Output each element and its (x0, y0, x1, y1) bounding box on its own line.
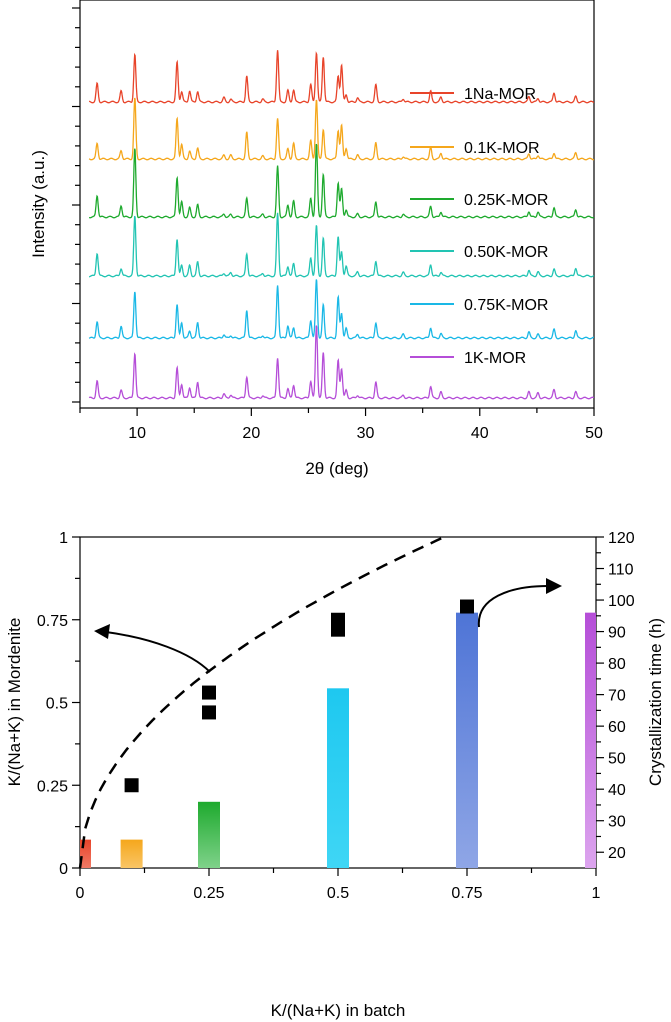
crystallization-time-bars (80, 612, 596, 868)
left-axis-arrow (94, 624, 211, 673)
xrd-panel: 10 20 30 40 50 1Na-MOR 0.1K-MOR 0.25K-MOR 0.50K… (29, 0, 603, 478)
xrd-legend: 1Na-MOR 0.1K-MOR 0.25K-MOR 0.50K-MOR 0.75K-M… (410, 86, 548, 367)
composition-x-axis-label: K/(Na+K) in batch (271, 1001, 406, 1020)
x-tick-label: 0.75 (451, 885, 482, 902)
xrd-y-axis-label: Intensity (a.u.) (29, 150, 48, 258)
legend-label: 1Na-MOR (464, 86, 536, 103)
xrd-x-tick-label: 40 (471, 425, 489, 442)
xrd-trace-1K-MOR (88, 325, 595, 400)
xrd-trace-0.1K-MOR (88, 97, 594, 161)
y2-tick-label: 30 (608, 814, 626, 831)
xrd-x-tick-label: 20 (242, 425, 260, 442)
y2-tick-label: 80 (608, 656, 626, 673)
fit-curve (78, 537, 442, 869)
y-tick-label: 0 (59, 861, 68, 878)
composition-right-y-axis-label: Crystallization time (h) (646, 618, 665, 786)
y2-tick-label: 120 (608, 530, 635, 547)
y2-tick-label: 90 (608, 625, 626, 642)
y-tick-label: 0.25 (37, 778, 68, 795)
y2-tick-label: 20 (608, 845, 626, 862)
y2-tick-label: 40 (608, 782, 626, 799)
composition-x-ticks: 0 0.25 0.5 0.75 1 (76, 868, 601, 902)
y-tick-label: 0.75 (37, 613, 68, 630)
time-bar (585, 612, 596, 868)
xrd-x-tick-label: 10 (128, 425, 146, 442)
x-tick-label: 0 (76, 885, 85, 902)
legend-item-1K-MOR: 1K-MOR (410, 350, 526, 367)
legend-item-0.1K-MOR: 0.1K-MOR (410, 140, 540, 157)
legend-item-0.75K-MOR: 0.75K-MOR (410, 297, 548, 314)
x-tick-label: 1 (592, 885, 601, 902)
xrd-y-ticks (72, 7, 80, 403)
xrd-traces (88, 50, 595, 400)
y-tick-label: 1 (59, 530, 68, 547)
y2-tick-label: 100 (608, 593, 635, 610)
xrd-x-axis-label: 2θ (deg) (305, 459, 368, 478)
data-point (202, 685, 216, 700)
y-tick-label: 0.5 (46, 696, 68, 713)
legend-item-1Na-MOR: 1Na-MOR (410, 86, 536, 103)
time-bar (327, 688, 349, 868)
legend-item-0.50K-MOR: 0.50K-MOR (410, 244, 548, 261)
time-bar (120, 839, 143, 868)
composition-left-y-ticks: 0 0.25 0.5 0.75 1 (37, 530, 80, 878)
y2-tick-label: 70 (608, 688, 626, 705)
data-point (331, 622, 345, 637)
legend-item-0.25K-MOR: 0.25K-MOR (410, 192, 548, 209)
y2-tick-label: 50 (608, 751, 626, 768)
legend-label: 0.25K-MOR (464, 192, 548, 209)
legend-label: 0.50K-MOR (464, 244, 548, 261)
x-tick-label: 0.5 (327, 885, 349, 902)
composition-left-y-axis-label: K/(Na+K) in Mordenite (5, 618, 24, 787)
composition-right-y-ticks: 20 30 40 50 60 70 80 90 100 110 120 (596, 530, 635, 862)
time-bar (198, 801, 220, 868)
data-point (460, 599, 474, 614)
xrd-x-tick-label: 50 (585, 425, 603, 442)
time-bar (456, 612, 478, 868)
y2-tick-label: 110 (608, 562, 634, 579)
mordenite-composition-points (124, 599, 474, 793)
y2-tick-label: 60 (608, 719, 626, 736)
legend-label: 0.75K-MOR (464, 297, 548, 314)
x-tick-label: 0.25 (193, 885, 224, 902)
xrd-x-ticks: 10 20 30 40 50 (79, 408, 603, 442)
composition-panel: 0 0.25 0.5 0.75 1 0 0.25 0.5 0.75 1 20 30 40 50 60 70… (5, 530, 665, 1020)
data-point (124, 778, 139, 793)
xrd-trace-0.75K-MOR (88, 279, 594, 340)
right-axis-arrow (477, 578, 562, 628)
xrd-trace-0.25K-MOR (88, 143, 595, 219)
time-bar (80, 839, 91, 868)
xrd-trace-0.50K-MOR (89, 212, 595, 278)
xrd-x-tick-label: 30 (357, 425, 375, 442)
data-point (202, 705, 216, 720)
xrd-plot-frame (79, 0, 595, 409)
legend-label: 0.1K-MOR (464, 140, 540, 157)
legend-label: 1K-MOR (464, 350, 526, 367)
xrd-trace-1Na-MOR (88, 50, 595, 104)
